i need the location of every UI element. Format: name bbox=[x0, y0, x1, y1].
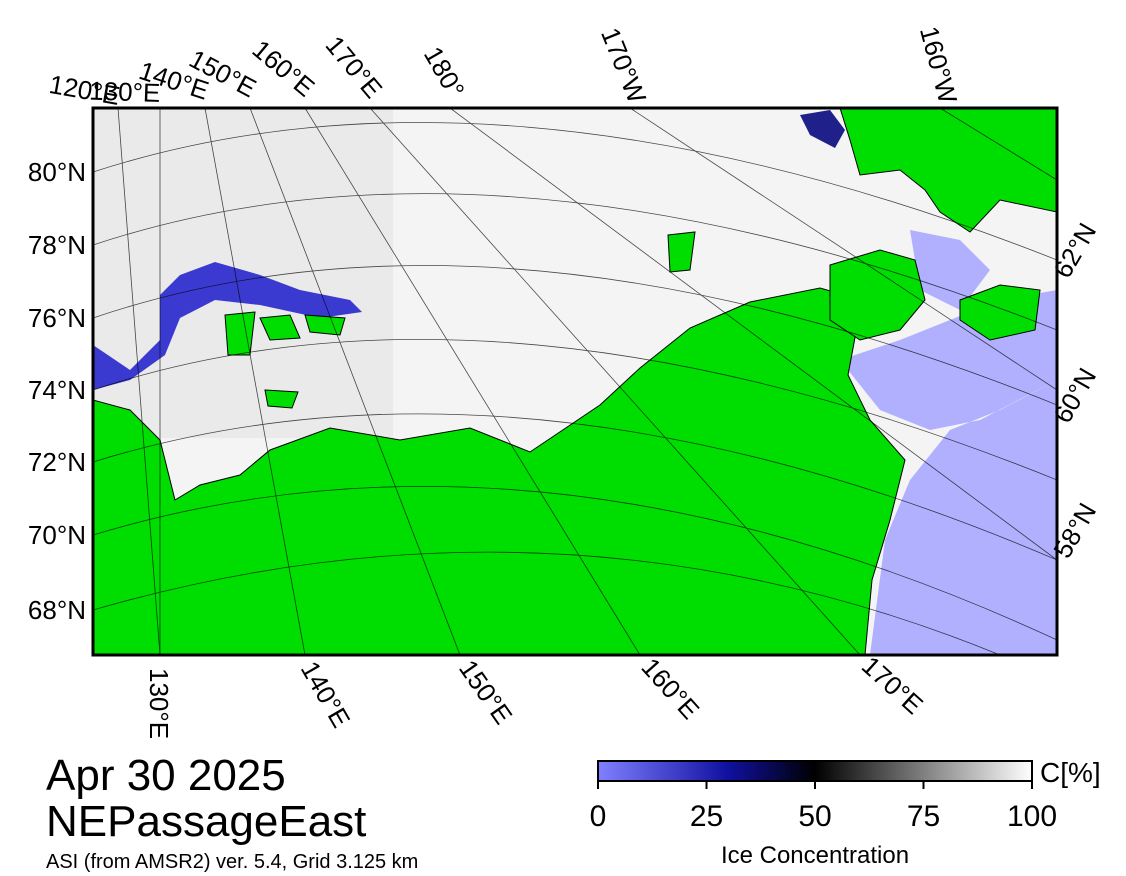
top-label: 160°W bbox=[914, 23, 963, 107]
colorbar-unit: C[%] bbox=[1040, 757, 1101, 788]
bottom-label: 140°E bbox=[295, 656, 357, 733]
graticule bbox=[93, 108, 1057, 655]
top-label: 160°E bbox=[247, 34, 321, 103]
colorbar-tick-label: 50 bbox=[798, 800, 831, 833]
colorbar-tick-label: 0 bbox=[590, 800, 607, 833]
bottom-label: 160°E bbox=[636, 652, 706, 725]
bottom-label: 150°E bbox=[453, 654, 518, 729]
map-frame bbox=[91, 106, 1059, 657]
colorbar-tick-label: 25 bbox=[690, 800, 723, 833]
left-label: 70°N bbox=[28, 520, 86, 550]
land-alaska bbox=[839, 108, 1057, 233]
bottom-label: 170°E bbox=[856, 650, 929, 720]
date: Apr 30 2025 bbox=[46, 751, 286, 800]
bottom-label: 130°E bbox=[144, 668, 174, 739]
land-siberia bbox=[93, 287, 906, 655]
left-label: 78°N bbox=[28, 230, 86, 260]
top-label: 170°E bbox=[320, 30, 389, 104]
left-label: 74°N bbox=[28, 375, 86, 405]
colorbar-tick-label: 100 bbox=[1007, 800, 1057, 833]
left-label: 68°N bbox=[28, 595, 86, 625]
ice-edge bbox=[800, 110, 845, 148]
colorbar-tick-label: 75 bbox=[907, 800, 940, 833]
source: ASI (from AMSR2) ver. 5.4, Grid 3.125 km bbox=[46, 851, 418, 873]
left-label: 80°N bbox=[28, 157, 86, 187]
left-label: 76°N bbox=[28, 303, 86, 333]
colorbar-ticks: 0 25 50 75 100 bbox=[590, 781, 1057, 833]
left-label: 72°N bbox=[28, 447, 86, 477]
top-label: 130°E bbox=[89, 76, 161, 108]
top-label: 180° bbox=[418, 41, 471, 103]
region: NEPassageEast bbox=[46, 797, 366, 846]
land-alaska bbox=[829, 249, 1041, 341]
colorbar bbox=[597, 760, 1033, 782]
map-area bbox=[93, 108, 1057, 655]
top-label: 170°W bbox=[595, 23, 652, 107]
colorbar-title: Ice Concentration bbox=[721, 842, 909, 869]
